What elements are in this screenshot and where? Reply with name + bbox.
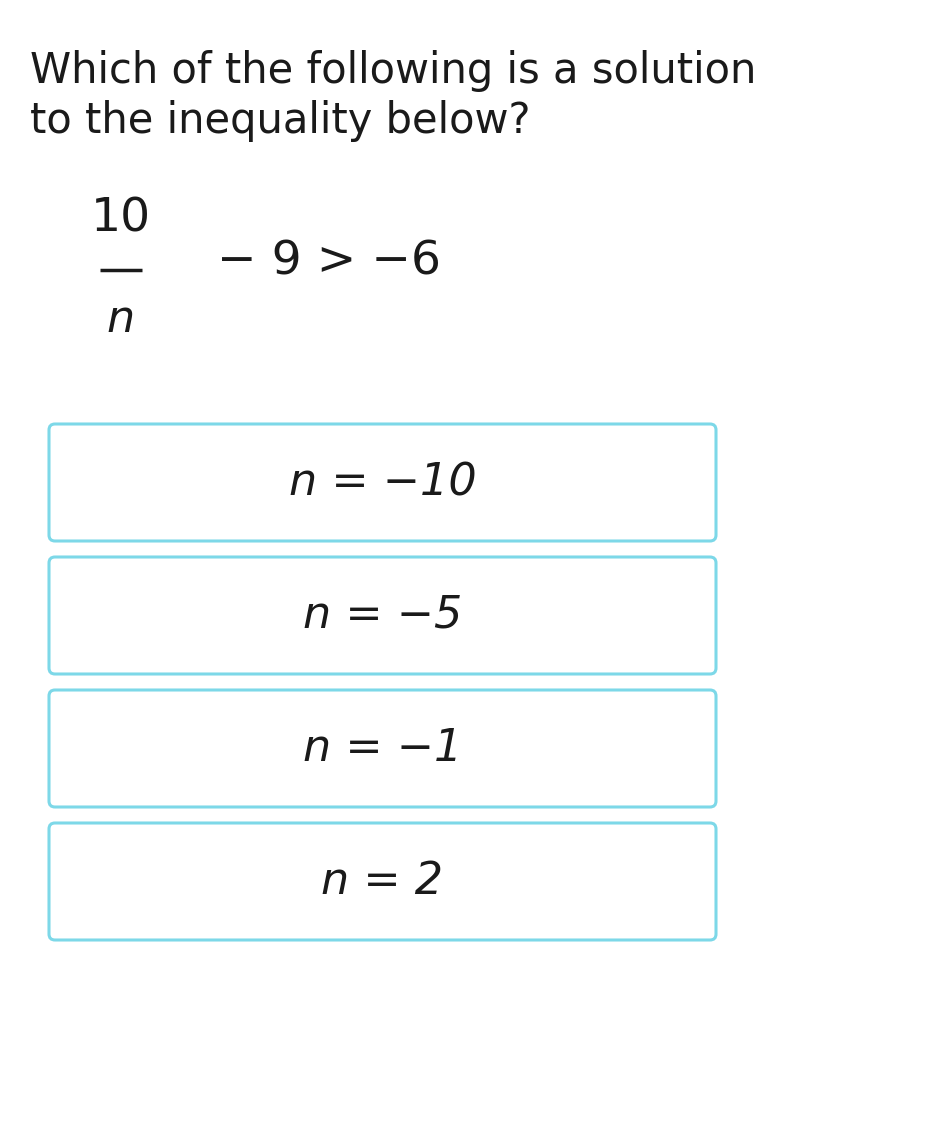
FancyBboxPatch shape [49, 424, 716, 542]
Text: Which of the following is a solution: Which of the following is a solution [30, 50, 756, 92]
Text: n = −10: n = −10 [288, 461, 476, 504]
Text: − 9 > −6: − 9 > −6 [202, 239, 440, 285]
Text: to the inequality below?: to the inequality below? [30, 100, 530, 142]
FancyBboxPatch shape [49, 557, 716, 674]
FancyBboxPatch shape [49, 823, 716, 940]
Text: n = −1: n = −1 [302, 727, 462, 770]
Text: n: n [107, 298, 135, 341]
Text: n = −5: n = −5 [302, 594, 462, 637]
FancyBboxPatch shape [49, 690, 716, 807]
Text: 10: 10 [91, 197, 151, 242]
Text: n = 2: n = 2 [321, 860, 443, 903]
